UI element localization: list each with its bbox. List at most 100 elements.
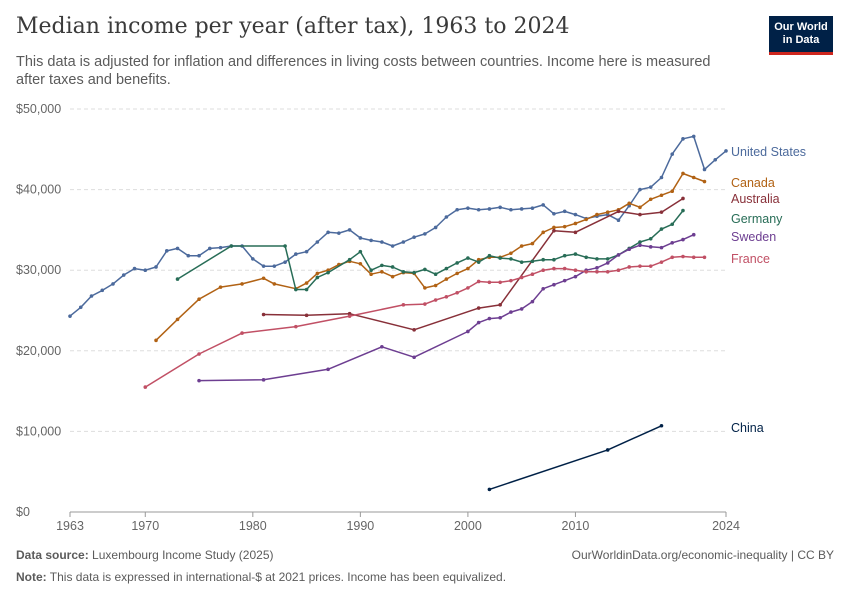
data-point-france [455, 290, 459, 295]
data-point-germany [530, 259, 535, 264]
data-point-france [487, 280, 492, 285]
data-point-united-states [616, 218, 621, 223]
data-point-france [519, 275, 524, 280]
data-point-sweden [509, 310, 513, 314]
x-tick-label: 1980 [239, 519, 267, 533]
source-label: Data source: [16, 548, 89, 562]
data-point-canada [595, 212, 599, 217]
y-tick-label: $0 [16, 505, 30, 519]
data-point-france [573, 268, 578, 273]
data-point-united-states [509, 207, 513, 212]
series-label-canada: Canada [731, 176, 775, 190]
data-point-canada [648, 197, 653, 202]
y-tick-label: $20,000 [16, 344, 61, 358]
data-point-sweden [519, 307, 524, 311]
data-point-france [423, 302, 427, 306]
data-point-germany [552, 257, 556, 262]
data-point-united-states [164, 249, 169, 253]
data-point-australia [573, 230, 578, 235]
data-point-canada [369, 272, 373, 277]
series-line-united-states [69, 135, 727, 317]
data-point-germany [380, 263, 384, 268]
data-point-france [541, 268, 545, 273]
owid-logo[interactable]: Our World in Data [769, 16, 833, 55]
y-tick-label: $40,000 [16, 183, 61, 197]
data-point-sweden [326, 367, 330, 372]
data-point-united-states [380, 240, 384, 244]
x-tick-label: 1963 [56, 519, 84, 533]
data-point-canada [380, 270, 384, 274]
series-lines [68, 134, 728, 492]
chart-title: Median income per year (after tax), 1963… [16, 14, 570, 39]
data-point-united-states [530, 206, 535, 210]
data-point-united-states [713, 157, 718, 162]
source-link[interactable]: Luxembourg Income Study (2025) [92, 548, 274, 562]
data-point-france [444, 294, 449, 299]
data-point-france [143, 385, 148, 389]
data-point-sweden [261, 378, 266, 382]
series-label-france: France [731, 252, 770, 266]
data-point-canada [175, 317, 180, 322]
data-point-sweden [562, 278, 567, 283]
data-point-germany [519, 260, 524, 264]
data-point-united-states [89, 294, 94, 298]
data-point-germany [638, 240, 642, 244]
data-point-germany [294, 287, 298, 292]
data-point-germany [487, 253, 492, 258]
data-point-canada [605, 210, 610, 214]
y-tick-label: $10,000 [16, 424, 61, 438]
data-point-united-states [283, 260, 287, 264]
data-point-canada [240, 282, 244, 286]
data-point-germany [433, 272, 438, 277]
data-point-australia [498, 303, 502, 307]
data-point-germany [670, 222, 675, 227]
data-point-united-states [724, 149, 728, 153]
data-point-canada [509, 251, 513, 256]
series-line-france [144, 255, 705, 388]
data-point-united-states [197, 253, 201, 258]
series-line-sweden [198, 234, 695, 382]
data-point-sweden [197, 378, 201, 383]
data-point-sweden [648, 245, 653, 249]
data-point-germany [648, 236, 653, 241]
data-point-sweden [412, 355, 416, 360]
data-point-sweden [466, 329, 470, 334]
x-tick-label: 2024 [712, 519, 740, 533]
data-point-germany [573, 252, 578, 256]
attribution-link[interactable]: OurWorldinData.org/economic-inequality |… [571, 548, 834, 562]
data-point-germany [541, 257, 545, 262]
x-axis-ticks: 1963 1970 1980 1990 2000 2010 2024 [56, 512, 740, 533]
data-point-china [487, 487, 492, 492]
data-point-canada [670, 189, 675, 194]
data-point-united-states [423, 232, 427, 236]
data-point-australia [616, 209, 621, 214]
data-point-canada [390, 274, 395, 279]
data-point-united-states [154, 265, 158, 269]
data-point-germany [304, 287, 309, 292]
data-point-germany [358, 249, 363, 254]
data-point-sweden [487, 316, 492, 321]
logo-line-1: Our World [774, 21, 828, 33]
data-point-united-states [444, 215, 449, 219]
data-point-germany [509, 257, 513, 261]
data-point-germany [584, 255, 588, 260]
data-point-germany [498, 256, 502, 260]
data-point-united-states [702, 167, 707, 172]
data-point-canada [541, 230, 545, 235]
data-point-germany [595, 257, 599, 261]
data-point-united-states [573, 212, 578, 217]
data-point-united-states [659, 175, 664, 180]
data-point-canada [519, 244, 524, 248]
data-point-united-states [681, 137, 685, 141]
data-point-canada [433, 283, 438, 288]
data-point-united-states [251, 257, 255, 261]
data-point-france [648, 264, 653, 268]
series-label-sweden: Sweden [731, 230, 776, 244]
data-point-united-states [337, 231, 341, 235]
data-point-united-states [208, 246, 212, 251]
data-point-sweden [595, 265, 599, 270]
data-point-france [552, 266, 556, 271]
logo-line-2: in Data [782, 34, 820, 46]
data-point-france [476, 279, 481, 284]
data-point-united-states [68, 314, 72, 318]
